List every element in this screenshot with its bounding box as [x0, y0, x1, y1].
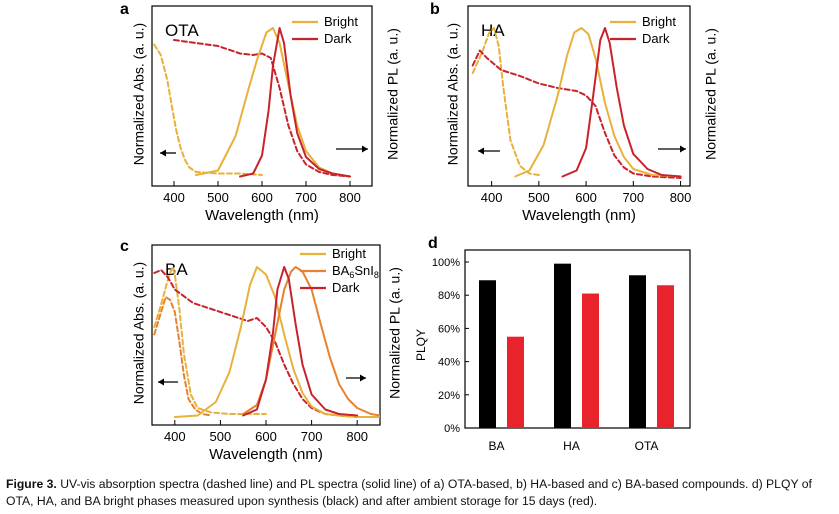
panel-a-xtick-label: 500	[207, 190, 229, 205]
panel-c-ylabel-right: Normalized PL (a. u.)	[387, 267, 403, 399]
panel-a-ylabel-left: Normalized Abs. (a. u.)	[131, 23, 147, 165]
panel-d-ytick-label: 80%	[438, 290, 460, 302]
panel-a-legend-dark-label: Dark	[324, 31, 352, 46]
panel-a-abs-dark-line	[173, 39, 351, 178]
panel-c-arrow-left	[158, 378, 178, 386]
panel-d-category-label: HA	[563, 439, 580, 453]
panel-c-abs-dark-line	[153, 269, 359, 418]
panel-c-arrow-left-head	[158, 378, 164, 386]
panel-b-legend-bright-label: Bright	[642, 14, 676, 29]
panel-a-ylabel-right: Normalized PL (a. u.)	[385, 28, 401, 160]
panel-c-abs-bright-line	[153, 266, 267, 415]
panel-a-xtick-label: 700	[295, 190, 317, 205]
panel-b-xtick-label: 500	[528, 190, 550, 205]
panel-b-arrow-left	[478, 147, 500, 155]
panel-d-bar-ha-black	[554, 263, 571, 428]
panel-d-bar-ba-red	[507, 336, 524, 428]
panel-b-ylabel-left: Normalized Abs. (a. u.)	[445, 23, 461, 165]
panel-d-category-label: BA	[488, 439, 504, 453]
panel-b-letter: b	[430, 1, 440, 18]
panel-b-xtick-label: 800	[670, 190, 692, 205]
panel-d-category-label: OTA	[635, 439, 659, 453]
panel-c-pl-ba6sni8-line	[242, 266, 380, 417]
panel-a-pl-dark-line	[239, 27, 351, 178]
panel-c-pl-bright-line	[173, 266, 380, 418]
panel-d-letter: d	[428, 235, 438, 252]
panel-b-xtick-label: 400	[481, 190, 503, 205]
panel-d-bar-ota-black	[629, 275, 646, 428]
panel-c-xtick-label: 400	[164, 429, 186, 444]
panel-b-arrow-right-head	[680, 145, 686, 153]
panel-b-xtick-label: 700	[622, 190, 644, 205]
panel-c-arrow-right-head	[360, 374, 366, 382]
panel-b-arrow-right	[658, 145, 686, 153]
panel-d-ytick-label: 60%	[438, 323, 460, 335]
panel-d-frame	[464, 249, 691, 429]
panel-b-xtick-label: 600	[575, 190, 597, 205]
panel-c-legend-bright-label: Bright	[332, 246, 366, 261]
panel-b-frame	[467, 5, 691, 187]
panel-b-ylabel-right: Normalized PL (a. u.)	[703, 28, 719, 160]
panel-a-xtick-label: 400	[163, 190, 185, 205]
panel-c-legend-dark-label: Dark	[332, 280, 360, 295]
panel-b-xlabel: Wavelength (nm)	[522, 207, 636, 224]
figure-caption: Figure 3. UV-vis absorption spectra (das…	[6, 476, 836, 510]
panel-c-legend-ba6sni8-label: BA6SnI8	[332, 263, 379, 280]
panel-a-xlabel: Wavelength (nm)	[205, 207, 319, 224]
panel-b-pl-dark-line	[561, 27, 682, 178]
panel-a-letter: a	[120, 1, 129, 18]
panel-d-bar-ota-red	[657, 285, 674, 428]
panel-d-ylabel: PLQY	[414, 329, 428, 361]
panel-c-abs-ba6sni8-line	[153, 296, 213, 417]
panel-c-xtick-label: 800	[346, 429, 368, 444]
panel-d-ytick-label: 20%	[438, 390, 460, 402]
panel-d-ytick-label: 100%	[432, 257, 460, 269]
panel-b-title: HA	[481, 21, 505, 40]
panel-c-arrow-right	[346, 374, 366, 382]
panel-d-bar-ba-black	[479, 280, 496, 428]
panel-b-pl-bright-line	[514, 27, 682, 178]
panel-b-legend-dark-label: Dark	[642, 31, 670, 46]
panel-c-ylabel-left: Normalized Abs. (a. u.)	[131, 262, 147, 404]
panel-a-arrow-left	[160, 149, 176, 157]
caption-label: Figure 3.	[6, 477, 57, 491]
panel-a-pl-bright-line	[195, 27, 351, 178]
panel-c-letter: c	[120, 238, 129, 255]
panel-a-arrow-left-head	[160, 149, 166, 157]
panel-c-title: BA	[165, 260, 188, 279]
panel-d-bar-ha-red	[582, 293, 599, 428]
panel-c-pl-dark-line	[242, 266, 359, 417]
panel-b-abs-dark-line	[471, 49, 682, 179]
panel-a-legend-bright-label: Bright	[324, 14, 358, 29]
panel-a-abs-bright-line	[153, 43, 263, 176]
panel-a-arrow-right	[336, 145, 368, 153]
panel-c-xtick-label: 600	[255, 429, 277, 444]
panel-c-xlabel: Wavelength (nm)	[209, 446, 323, 463]
panel-b-arrow-left-head	[478, 147, 484, 155]
figure-canvas: a OTA 400 500 600 700 800 Wavelength (nm) Normal…	[120, 1, 719, 463]
panel-a-xtick-label: 600	[251, 190, 273, 205]
panel-a-arrow-right-head	[362, 145, 368, 153]
panel-b-abs-bright-line	[471, 27, 540, 176]
panel-d-ytick-label: 0%	[444, 423, 460, 435]
panel-c-xtick-label: 700	[301, 429, 323, 444]
panel-a-xtick-label: 800	[339, 190, 361, 205]
panel-c-xtick-label: 500	[210, 429, 232, 444]
caption-text: UV-vis absorption spectra (dashed line) …	[6, 477, 812, 508]
panel-a-title: OTA	[165, 21, 199, 40]
panel-d-ytick-label: 40%	[438, 357, 460, 369]
